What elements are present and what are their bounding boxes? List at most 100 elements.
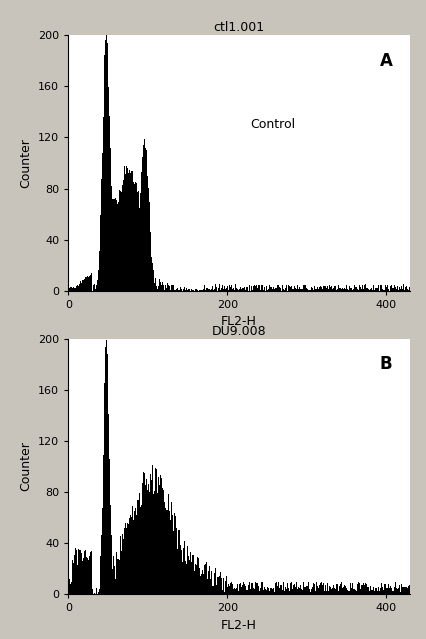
- Bar: [158, 286, 159, 291]
- Bar: [389, 586, 390, 594]
- Bar: [256, 288, 257, 291]
- Bar: [329, 587, 330, 594]
- Bar: [366, 288, 367, 291]
- Bar: [207, 571, 208, 594]
- Bar: [307, 581, 308, 594]
- Bar: [241, 587, 242, 594]
- Bar: [302, 582, 303, 594]
- Bar: [195, 289, 196, 291]
- Bar: [189, 289, 190, 291]
- Bar: [231, 582, 232, 594]
- Bar: [87, 275, 88, 291]
- Bar: [299, 289, 300, 291]
- Bar: [351, 583, 352, 594]
- Bar: [290, 287, 291, 291]
- Bar: [404, 587, 405, 594]
- Bar: [154, 486, 155, 594]
- Bar: [101, 535, 102, 594]
- Bar: [292, 289, 293, 291]
- Bar: [91, 273, 92, 291]
- Bar: [177, 288, 178, 291]
- Bar: [387, 289, 388, 291]
- Bar: [90, 275, 91, 291]
- Bar: [368, 592, 369, 594]
- Bar: [262, 286, 263, 291]
- Bar: [154, 285, 155, 291]
- Bar: [85, 550, 86, 594]
- Bar: [342, 289, 343, 291]
- Bar: [185, 290, 186, 291]
- Bar: [323, 286, 324, 291]
- Bar: [160, 282, 161, 291]
- Bar: [166, 288, 167, 291]
- Bar: [153, 283, 154, 291]
- Bar: [322, 583, 323, 594]
- Bar: [398, 585, 399, 594]
- Bar: [239, 586, 240, 594]
- Bar: [317, 289, 318, 291]
- Bar: [76, 286, 77, 291]
- Bar: [313, 583, 314, 594]
- Bar: [207, 289, 208, 291]
- Bar: [244, 288, 245, 291]
- Bar: [259, 290, 260, 291]
- Bar: [349, 288, 350, 291]
- Bar: [302, 285, 303, 291]
- Bar: [275, 288, 276, 291]
- Bar: [286, 285, 287, 291]
- Bar: [381, 587, 382, 594]
- Bar: [70, 584, 71, 594]
- Bar: [274, 289, 275, 291]
- Bar: [298, 287, 299, 291]
- Title: DU9.008: DU9.008: [211, 325, 266, 337]
- Bar: [195, 564, 196, 594]
- Bar: [159, 485, 160, 594]
- Bar: [374, 288, 375, 291]
- Bar: [165, 502, 166, 594]
- Bar: [282, 582, 283, 594]
- Bar: [176, 288, 177, 291]
- Bar: [271, 289, 272, 291]
- Bar: [330, 286, 331, 291]
- Bar: [114, 199, 115, 291]
- Bar: [308, 585, 309, 594]
- Bar: [228, 289, 229, 291]
- Bar: [353, 285, 354, 291]
- Bar: [374, 588, 375, 594]
- Bar: [290, 583, 291, 594]
- Bar: [367, 587, 368, 594]
- Bar: [156, 493, 157, 594]
- Bar: [339, 586, 340, 594]
- Bar: [150, 489, 151, 594]
- Bar: [243, 288, 244, 291]
- Bar: [347, 590, 348, 594]
- Bar: [275, 583, 276, 594]
- Bar: [356, 584, 357, 594]
- Bar: [238, 584, 239, 594]
- Bar: [395, 289, 396, 291]
- Bar: [234, 284, 235, 291]
- Bar: [225, 288, 226, 291]
- Bar: [395, 588, 396, 594]
- Bar: [232, 289, 233, 291]
- Bar: [191, 555, 192, 594]
- Bar: [293, 591, 294, 594]
- Bar: [324, 585, 325, 594]
- Bar: [163, 285, 164, 291]
- Bar: [392, 590, 393, 594]
- Bar: [332, 288, 333, 291]
- Bar: [258, 590, 259, 594]
- Bar: [388, 588, 389, 594]
- Bar: [337, 285, 338, 291]
- Bar: [386, 588, 387, 594]
- Bar: [203, 566, 204, 594]
- Bar: [316, 587, 317, 594]
- Bar: [193, 289, 194, 291]
- Bar: [357, 289, 358, 291]
- Bar: [345, 285, 346, 291]
- Bar: [330, 589, 331, 594]
- Bar: [365, 288, 366, 291]
- Bar: [216, 287, 217, 291]
- Bar: [387, 583, 388, 594]
- Bar: [362, 587, 363, 594]
